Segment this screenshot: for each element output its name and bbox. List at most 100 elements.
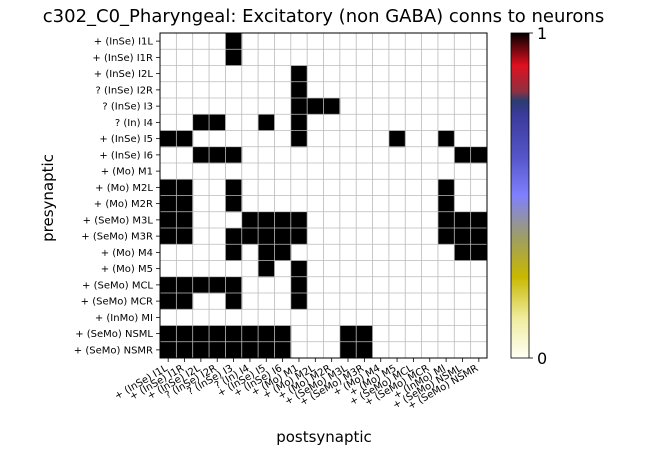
- heatmap-cell: [290, 130, 308, 148]
- colorbar-max-label: 1: [537, 24, 547, 43]
- heatmap-cell: [160, 211, 177, 229]
- heatmap-cell: [274, 325, 292, 343]
- heatmap-cell: [437, 195, 455, 213]
- heatmap-cell: [225, 276, 243, 294]
- heatmap-cell: [160, 130, 177, 148]
- y-tick-label: + (InSe) I1L: [94, 37, 154, 48]
- heatmap-cell: [209, 325, 226, 343]
- heatmap-grid: [159, 32, 488, 359]
- heatmap-cell: [160, 179, 177, 196]
- heatmap-cell: [176, 276, 194, 294]
- heatmap-cell: [176, 325, 194, 343]
- heatmap-cell: [225, 341, 243, 359]
- heatmap-cell: [388, 130, 406, 148]
- heatmap-cell: [160, 228, 177, 245]
- heatmap-cell: [225, 146, 243, 164]
- heatmap-cell: [258, 325, 275, 343]
- heatmap-cell: [225, 325, 243, 343]
- heatmap-cell: [160, 293, 177, 310]
- axis-ticks: [156, 40, 480, 362]
- y-tick-label: ? (In) I4: [115, 118, 153, 129]
- y-tick-label: + (Mo) M2L: [95, 183, 153, 194]
- heatmap-cell: [454, 228, 472, 245]
- y-tick-label: + (SeMo) M3L: [83, 215, 154, 226]
- heatmap-cell: [307, 98, 324, 115]
- y-tick-label: + (Mo) M4: [101, 248, 153, 259]
- y-tick-label: + (InSe) I5: [99, 134, 153, 145]
- heatmap-cell: [176, 341, 194, 359]
- heatmap-cell: [225, 179, 243, 196]
- heatmap-cell: [356, 325, 373, 343]
- heatmap-cell: [176, 293, 194, 310]
- chart-title: c302_C0_Pharyngeal: Excitatory (non GABA…: [42, 6, 605, 27]
- heatmap-cell: [290, 293, 308, 310]
- heatmap-cell: [209, 146, 226, 164]
- heatmap-cell: [258, 260, 275, 278]
- heatmap-cell: [192, 341, 210, 359]
- heatmap-cell: [209, 341, 226, 359]
- heatmap-cell: [339, 325, 357, 343]
- y-tick-label: + (SeMo) NSML: [75, 329, 153, 340]
- heatmap-cell: [290, 65, 308, 83]
- heatmap-cell: [470, 211, 488, 229]
- heatmap-cell: [454, 146, 472, 164]
- heatmap-cell: [258, 244, 275, 261]
- heatmap-cell: [160, 341, 177, 359]
- heatmap-cell: [225, 244, 243, 261]
- heatmap-cell: [225, 228, 243, 245]
- heatmap-cell: [192, 325, 210, 343]
- y-tick-label: + (InSe) I2L: [94, 69, 154, 80]
- heatmap-cell: [290, 98, 308, 115]
- y-tick-label: ? (InSe) I2R: [95, 85, 153, 96]
- x-axis-label: postsynaptic: [276, 428, 372, 446]
- y-tick-label: + (SeMo) MCR: [81, 297, 153, 308]
- heatmap-cell: [274, 244, 292, 261]
- heatmap-cell: [323, 98, 341, 115]
- heatmap-cell: [241, 325, 259, 343]
- y-tick-label: + (SeMo) M3R: [81, 232, 153, 243]
- y-axis-label: presynaptic: [39, 154, 57, 242]
- heatmap-cell: [209, 114, 226, 131]
- heatmap-cell: [176, 179, 194, 196]
- heatmap-cell: [176, 211, 194, 229]
- heatmap-cell: [356, 341, 373, 359]
- heatmap-cell: [160, 276, 177, 294]
- heatmap-cell: [258, 228, 275, 245]
- heatmap-cell: [274, 341, 292, 359]
- heatmap-cell: [258, 114, 275, 131]
- colorbar-gradient: [510, 32, 530, 359]
- y-tick-label: ? (InSe) I3: [102, 102, 153, 113]
- heatmap-cell: [274, 211, 292, 229]
- plot-frame: [159, 32, 488, 359]
- heatmap-cell: [339, 341, 357, 359]
- heatmap-cell: [470, 228, 488, 245]
- heatmap-cell: [437, 130, 455, 148]
- y-tick-label: + (InSe) I6: [99, 150, 153, 161]
- heatmap-cell: [209, 276, 226, 294]
- heatmap-cell: [274, 228, 292, 245]
- y-tick-label: + (SeMo) MCL: [82, 280, 153, 291]
- heatmap-cell: [258, 211, 275, 229]
- heatmap-cell: [160, 195, 177, 213]
- heatmap-cell: [290, 276, 308, 294]
- heatmap-cell: [437, 179, 455, 196]
- heatmap-cell: [258, 341, 275, 359]
- y-tick-label: + (Mo) M1: [101, 167, 153, 178]
- heatmap-cell: [192, 276, 210, 294]
- colorbar: 10: [510, 24, 547, 368]
- y-tick-label: + (InSe) I1R: [92, 53, 153, 64]
- heatmap-cell: [176, 228, 194, 245]
- heatmap-cell: [241, 341, 259, 359]
- y-tick-label: + (InMo) MI: [95, 313, 153, 324]
- heatmap-cell: [290, 211, 308, 229]
- heatmap-cell: [225, 195, 243, 213]
- y-tick-label: + (SeMo) NSMR: [74, 345, 153, 356]
- heatmap-cell: [225, 33, 243, 50]
- heatmap-cell: [241, 211, 259, 229]
- heatmap-cell: [192, 146, 210, 164]
- heatmap-cell: [454, 211, 472, 229]
- heatmap-cell: [290, 114, 308, 131]
- heatmap-cell: [176, 130, 194, 148]
